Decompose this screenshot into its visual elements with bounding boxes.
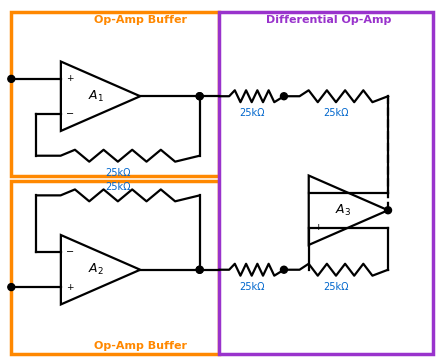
Text: +: +: [66, 74, 73, 83]
Text: −: −: [66, 247, 74, 257]
Circle shape: [196, 93, 203, 100]
Text: Op-Amp Buffer: Op-Amp Buffer: [93, 15, 186, 25]
Circle shape: [384, 207, 391, 214]
Text: $A_2$: $A_2$: [88, 262, 103, 277]
FancyBboxPatch shape: [11, 12, 219, 175]
FancyBboxPatch shape: [11, 180, 219, 354]
Text: +: +: [66, 283, 73, 292]
Text: 25kΩ: 25kΩ: [105, 182, 131, 192]
Circle shape: [280, 266, 287, 273]
Text: 25kΩ: 25kΩ: [238, 108, 264, 118]
Circle shape: [196, 266, 203, 273]
Text: Differential Op-Amp: Differential Op-Amp: [265, 15, 390, 25]
Circle shape: [196, 266, 203, 273]
Text: +: +: [313, 223, 321, 232]
Circle shape: [8, 75, 15, 82]
Text: 25kΩ: 25kΩ: [322, 108, 348, 118]
Circle shape: [280, 93, 287, 100]
Text: −: −: [313, 188, 321, 198]
Text: $A_1$: $A_1$: [88, 89, 103, 104]
Text: 25kΩ: 25kΩ: [105, 168, 131, 178]
FancyBboxPatch shape: [219, 12, 432, 354]
Text: −: −: [66, 109, 74, 118]
Text: Op-Amp Buffer: Op-Amp Buffer: [93, 341, 186, 351]
Text: $A_3$: $A_3$: [335, 203, 351, 218]
Circle shape: [196, 93, 203, 100]
Circle shape: [8, 284, 15, 291]
Text: 25kΩ: 25kΩ: [322, 282, 348, 292]
Text: 25kΩ: 25kΩ: [238, 282, 264, 292]
